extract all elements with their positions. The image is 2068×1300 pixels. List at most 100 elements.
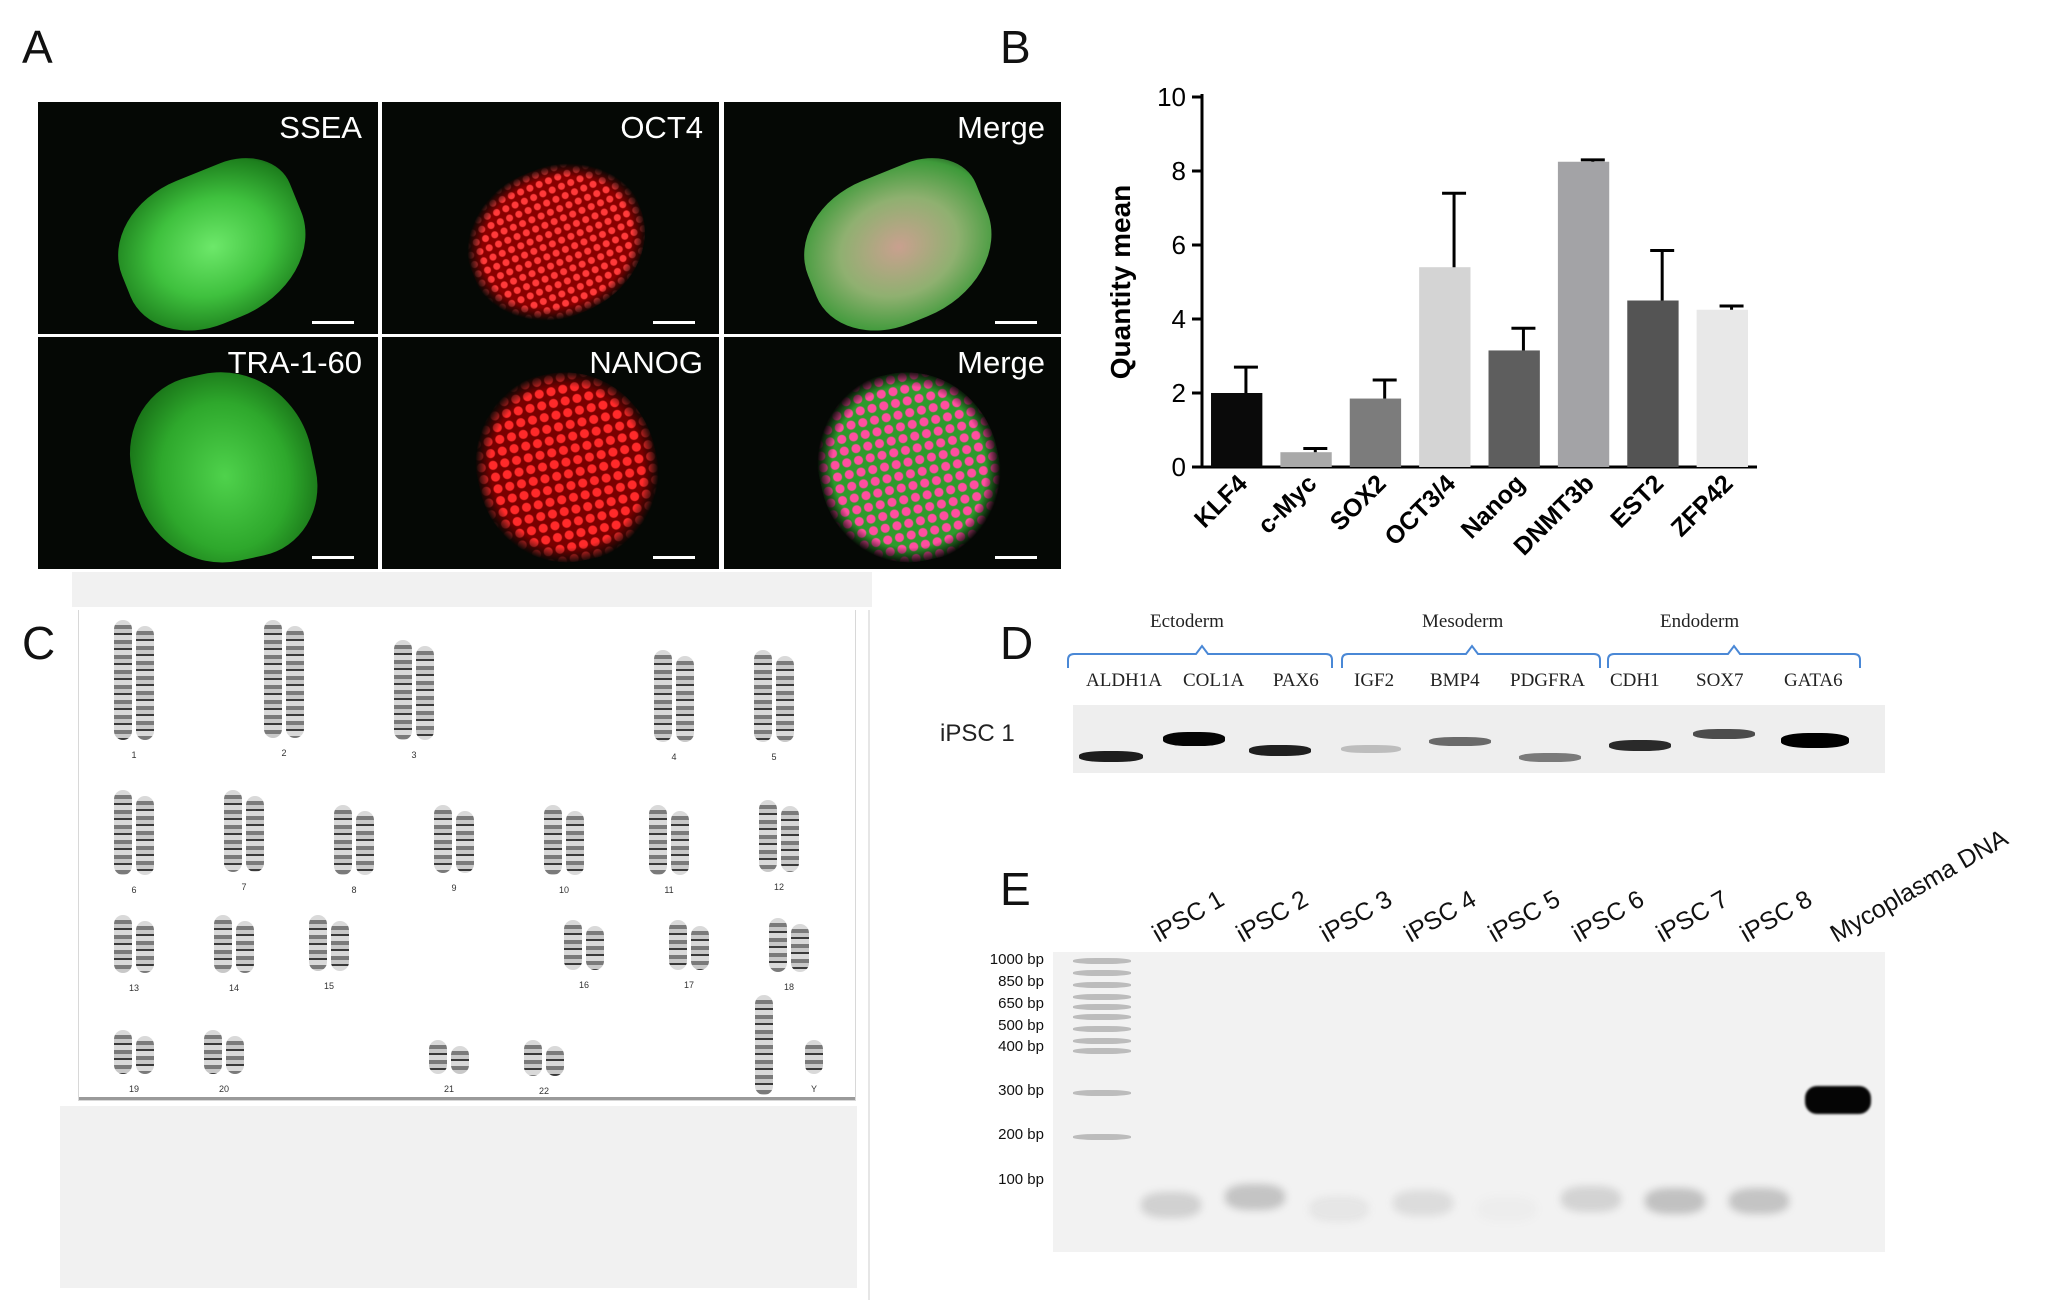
panel-letter-c: C (22, 617, 56, 669)
ladder-band (1073, 970, 1131, 976)
chromosome (769, 918, 787, 972)
chromosome (224, 790, 242, 872)
chromosome (136, 1036, 154, 1074)
bar (1627, 300, 1679, 467)
y-tick-label: 6 (1172, 230, 1186, 260)
chromosome (434, 805, 452, 873)
bar (1280, 452, 1332, 467)
microscopy-merge-bottom: Merge (724, 337, 1061, 569)
chromosome (114, 1030, 132, 1074)
ladder-label: 1000 bp (989, 951, 1044, 968)
chromosome (546, 1046, 564, 1076)
microscopy-merge-top: Merge (724, 102, 1061, 334)
sample-band (1225, 1184, 1285, 1210)
chromosome-pair: 13 (99, 915, 169, 993)
sample-band (1309, 1196, 1369, 1222)
sample-band (1729, 1188, 1789, 1214)
ladder-band (1073, 1038, 1131, 1044)
ladder-label: 300 bp (998, 1082, 1044, 1099)
chromosome (334, 805, 352, 875)
chromosome (416, 646, 434, 740)
stain-label: Merge (957, 345, 1045, 380)
lane-label: iPSC 2 (1231, 884, 1313, 949)
chromosome-pair: 15 (294, 915, 364, 991)
lane-label: iPSC 1 (1147, 884, 1229, 949)
chromosome (776, 656, 794, 742)
y-tick-label: 2 (1172, 378, 1186, 408)
chromosome (791, 924, 809, 972)
chromosome (226, 1036, 244, 1074)
chromosome-number: 11 (664, 885, 674, 895)
ladder-band (1073, 1014, 1131, 1020)
microscopy-ssea: SSEA (38, 102, 378, 334)
gel-band (1519, 753, 1581, 762)
y-tick-label: 0 (1172, 452, 1186, 482)
ladder-label: 650 bp (998, 995, 1044, 1012)
gel-band (1609, 740, 1671, 751)
sample-band (1141, 1192, 1201, 1218)
chromosome (566, 811, 584, 875)
lane-label: iPSC 5 (1483, 884, 1565, 949)
chromosome-pair: 17 (654, 920, 724, 990)
ladder-band (1073, 1004, 1131, 1010)
lane-label: iPSC 7 (1651, 884, 1733, 949)
scale-bar (995, 556, 1037, 559)
chromosome-number: 2 (281, 748, 287, 758)
chromosome (136, 921, 154, 973)
gene-label: PDGFRA (1510, 670, 1585, 691)
microscopy-nanog: NANOG (382, 337, 719, 569)
chromosome-number: 20 (218, 1084, 229, 1094)
gel-band (1693, 729, 1755, 739)
x-tick-label: KLF4 (1189, 469, 1253, 533)
chromosome-number: 9 (451, 883, 457, 893)
ladder-label: 100 bp (998, 1171, 1044, 1188)
chromosome (331, 921, 349, 971)
lane-label: Mycoplasma DNA (1825, 823, 2013, 949)
group-label-endoderm: Endoderm (1660, 611, 1740, 632)
scale-bar (995, 321, 1037, 324)
chromosome-pair: 18 (754, 918, 824, 992)
chromosome-number: 17 (683, 980, 694, 990)
divider (868, 610, 870, 1300)
chromosome (669, 920, 687, 970)
x-tick-label: ZFP42 (1666, 469, 1739, 542)
chromosome-number: 1 (131, 750, 137, 760)
chromosome-pair: Y (779, 1040, 849, 1094)
panel-letter-b: B (1000, 21, 1031, 73)
chromosome-number: 18 (783, 982, 794, 992)
chromosome-pair: 4 (639, 650, 709, 762)
chromosome-pair: 9 (419, 805, 489, 893)
panel-letter-d: D (1000, 617, 1034, 669)
gray-strip (72, 572, 872, 607)
stain-label: NANOG (589, 345, 703, 380)
ladder-band (1073, 1090, 1131, 1096)
chromosome-number: 7 (241, 882, 247, 892)
stain-label: SSEA (279, 110, 362, 145)
scale-bar (312, 321, 354, 324)
chromosome (759, 800, 777, 872)
chromosome-pair: 6 (99, 790, 169, 895)
ladder-label: 200 bp (998, 1126, 1044, 1143)
chromosome (114, 915, 132, 973)
lane-label: iPSC 8 (1735, 884, 1817, 949)
karyotype-baseline (79, 1097, 855, 1100)
chromosome-number: 21 (443, 1084, 454, 1094)
group-label-mesoderm: Mesoderm (1422, 611, 1504, 632)
lane-label: iPSC 3 (1315, 884, 1397, 949)
chromosome-pair: 5 (739, 650, 809, 762)
microscopy-oct4: OCT4 (382, 102, 719, 334)
chromosome (676, 656, 694, 742)
chromosome-pair: 20 (189, 1030, 259, 1094)
chromosome-number: 10 (558, 885, 569, 895)
chromosome-number: 14 (228, 983, 239, 993)
x-tick-label: SOX2 (1325, 469, 1392, 536)
chromosome (429, 1040, 447, 1074)
sample-band (1645, 1188, 1705, 1214)
karyotype-panel: 12345678910111213141516171819202122XY (78, 610, 856, 1115)
chromosome (451, 1046, 469, 1074)
bar (1211, 393, 1263, 467)
chromosome (114, 790, 132, 875)
gel-band (1429, 737, 1491, 746)
gene-label: CDH1 (1610, 670, 1660, 691)
x-tick-label: OCT3/4 (1379, 469, 1461, 551)
